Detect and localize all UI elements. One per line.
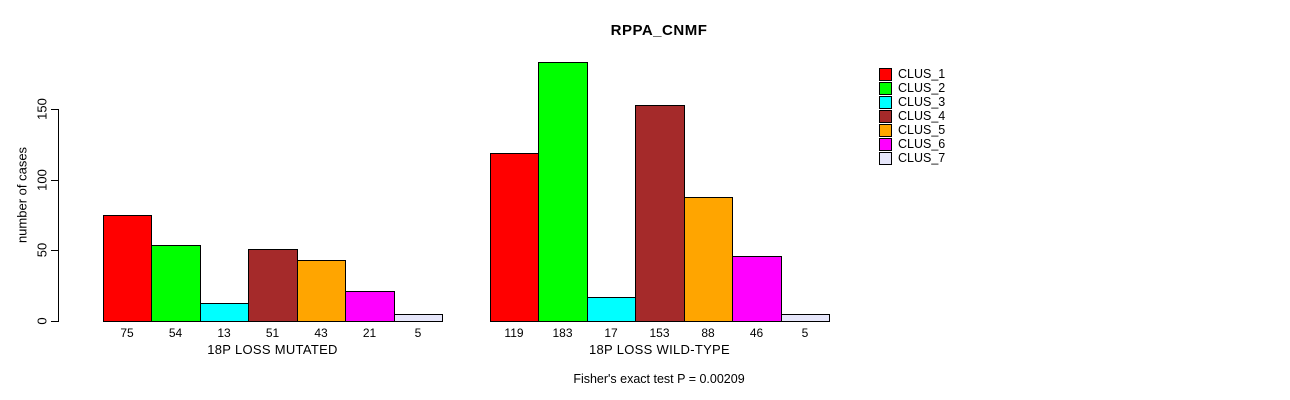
- bar: [781, 314, 830, 322]
- legend-label: CLUS_1: [898, 67, 946, 81]
- bar: [394, 314, 443, 322]
- bar-value-label: 13: [217, 326, 231, 340]
- legend-swatch: [879, 109, 892, 123]
- bar: [684, 197, 733, 322]
- group-label: 18P LOSS WILD-TYPE: [589, 342, 730, 357]
- bar-value-label: 88: [701, 326, 715, 340]
- bar: [490, 153, 539, 322]
- legend-item: CLUS_5: [879, 123, 945, 137]
- y-axis-tick-label: 0: [34, 317, 50, 325]
- legend-swatch: [879, 137, 892, 151]
- bar-value-label: 75: [120, 326, 134, 340]
- bar-value-label: 46: [749, 326, 764, 340]
- bar: [297, 260, 346, 322]
- bar: [732, 256, 782, 322]
- bar: [200, 303, 249, 322]
- bar: [151, 245, 201, 322]
- bar-value-label: 5: [414, 326, 422, 340]
- legend-label: CLUS_4: [898, 109, 946, 123]
- legend-item: CLUS_7: [879, 151, 945, 165]
- legend-label: CLUS_5: [898, 123, 946, 137]
- bar: [538, 62, 588, 322]
- legend-swatch: [879, 151, 892, 165]
- y-axis-line: [58, 109, 59, 322]
- legend-item: CLUS_1: [879, 67, 945, 81]
- legend-item: CLUS_2: [879, 81, 945, 95]
- fisher-test-annotation: Fisher's exact test P = 0.00209: [573, 372, 745, 386]
- chart-title: RPPA_CNMF: [610, 22, 708, 39]
- bar: [345, 291, 395, 322]
- bar-value-label: 51: [265, 326, 280, 340]
- bar-value-label: 43: [314, 326, 328, 340]
- bar: [635, 105, 685, 322]
- legend-item: CLUS_3: [879, 95, 945, 109]
- legend-swatch: [879, 81, 892, 95]
- y-axis-tick: [51, 109, 58, 110]
- bar-value-label: 119: [504, 326, 524, 340]
- y-axis-tick: [51, 321, 58, 322]
- bar-value-label: 183: [552, 326, 573, 340]
- legend-swatch: [879, 95, 892, 109]
- y-axis-tick-label: 150: [34, 98, 50, 120]
- bar-value-label: 5: [801, 326, 809, 340]
- y-axis-tick: [51, 180, 58, 181]
- group-label: 18P LOSS MUTATED: [207, 342, 338, 357]
- y-axis-tick: [51, 250, 58, 251]
- legend-item: CLUS_4: [879, 109, 945, 123]
- bar-value-label: 54: [168, 326, 183, 340]
- legend-swatch: [879, 67, 892, 81]
- bar-value-label: 21: [362, 326, 377, 340]
- bar: [248, 249, 298, 322]
- legend: CLUS_1 CLUS_2 CLUS_3 CLUS_4 CLUS_5 CLUS_6 CLUS…: [879, 67, 945, 165]
- bar: [103, 215, 152, 322]
- bar-value-label: 153: [649, 326, 670, 340]
- legend-label: CLUS_6: [898, 137, 946, 151]
- legend-label: CLUS_2: [898, 81, 946, 95]
- bar: [587, 297, 636, 322]
- legend-item: CLUS_6: [879, 137, 945, 151]
- y-axis-label: number of cases: [14, 146, 30, 244]
- y-axis-tick-label: 50: [34, 242, 50, 258]
- legend-label: CLUS_7: [898, 151, 946, 165]
- bar-value-label: 17: [604, 326, 618, 340]
- y-axis-tick-label: 100: [34, 169, 50, 191]
- legend-swatch: [879, 123, 892, 137]
- legend-label: CLUS_3: [898, 95, 946, 109]
